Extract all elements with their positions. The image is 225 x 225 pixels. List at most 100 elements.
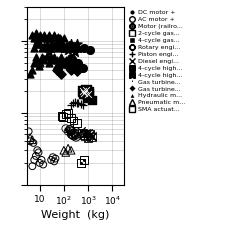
Point xyxy=(60,39,63,43)
Point xyxy=(52,34,56,37)
Point xyxy=(37,64,40,68)
Point xyxy=(66,48,70,52)
Point xyxy=(90,135,93,139)
Point xyxy=(72,134,75,137)
Point xyxy=(60,43,63,46)
Point xyxy=(57,44,60,48)
Point xyxy=(83,91,86,94)
Point xyxy=(72,61,75,64)
Point xyxy=(66,130,70,133)
Point xyxy=(69,116,73,120)
Point xyxy=(69,68,73,71)
Point xyxy=(40,36,43,40)
Point xyxy=(81,131,84,135)
Point xyxy=(66,61,70,64)
Point xyxy=(75,69,79,73)
Point xyxy=(60,114,63,118)
Point xyxy=(69,148,73,152)
X-axis label: Weight  (kg): Weight (kg) xyxy=(41,210,110,220)
Point xyxy=(85,96,89,100)
Point xyxy=(90,134,94,137)
Point xyxy=(76,46,80,50)
Point xyxy=(31,34,34,37)
Point xyxy=(55,43,58,46)
Point xyxy=(41,163,45,166)
Point xyxy=(64,58,68,61)
Point xyxy=(64,62,68,66)
Point xyxy=(81,89,84,93)
Point xyxy=(50,43,53,46)
Point xyxy=(79,130,83,133)
Point xyxy=(34,55,38,59)
Point xyxy=(84,131,88,134)
Point xyxy=(84,134,88,137)
Point xyxy=(86,93,90,96)
Point xyxy=(69,44,73,48)
Point xyxy=(66,111,70,115)
Point xyxy=(72,46,75,50)
Point xyxy=(88,133,92,137)
Point xyxy=(31,164,34,168)
Point xyxy=(36,36,39,40)
Point xyxy=(32,46,36,50)
Point xyxy=(84,91,88,94)
Point xyxy=(83,158,86,162)
Point xyxy=(38,43,41,46)
Point xyxy=(69,58,73,61)
Point xyxy=(84,88,88,91)
Point xyxy=(74,134,77,137)
Point xyxy=(57,66,60,70)
Point xyxy=(83,158,86,162)
Point xyxy=(28,140,32,143)
Point xyxy=(62,36,66,40)
Point xyxy=(69,43,73,46)
Point xyxy=(47,50,51,54)
Point xyxy=(74,135,78,139)
Point xyxy=(83,46,86,50)
Point xyxy=(42,34,46,37)
Point xyxy=(31,138,34,142)
Point xyxy=(40,158,43,162)
Point xyxy=(64,127,68,130)
Point xyxy=(60,55,63,59)
Point xyxy=(90,98,94,102)
Point xyxy=(45,43,49,46)
Point xyxy=(62,46,66,50)
Point xyxy=(69,133,73,136)
Point xyxy=(64,112,68,116)
Point xyxy=(45,55,49,59)
Point xyxy=(66,46,70,50)
Point xyxy=(57,35,60,38)
Point xyxy=(74,44,77,48)
Point xyxy=(55,43,58,46)
Point xyxy=(74,134,77,137)
Point xyxy=(36,39,39,43)
Point xyxy=(72,46,75,50)
Point xyxy=(57,61,60,64)
Point xyxy=(34,154,38,158)
Point xyxy=(62,61,66,64)
Point xyxy=(68,128,71,132)
Point xyxy=(40,55,43,59)
Point xyxy=(75,121,79,125)
Point xyxy=(31,68,34,71)
Point xyxy=(86,93,90,96)
Point xyxy=(79,102,83,106)
Point xyxy=(66,64,70,68)
Point xyxy=(68,44,71,48)
Point xyxy=(69,130,73,133)
Point xyxy=(88,48,92,52)
Point xyxy=(64,127,68,130)
Point xyxy=(83,93,86,96)
Point xyxy=(45,55,49,59)
Point xyxy=(74,50,77,54)
Point xyxy=(72,119,75,122)
Legend: DC motor +, AC motor +, Motor (railro..., 2-cycle gas..., 4-cycle gas..., Rotary: DC motor +, AC motor +, Motor (railro...… xyxy=(129,10,185,112)
Point xyxy=(76,64,80,68)
Point xyxy=(83,133,86,136)
Point xyxy=(36,58,39,61)
Point xyxy=(74,64,77,68)
Point xyxy=(50,58,53,61)
Point xyxy=(54,157,57,160)
Point xyxy=(36,148,39,152)
